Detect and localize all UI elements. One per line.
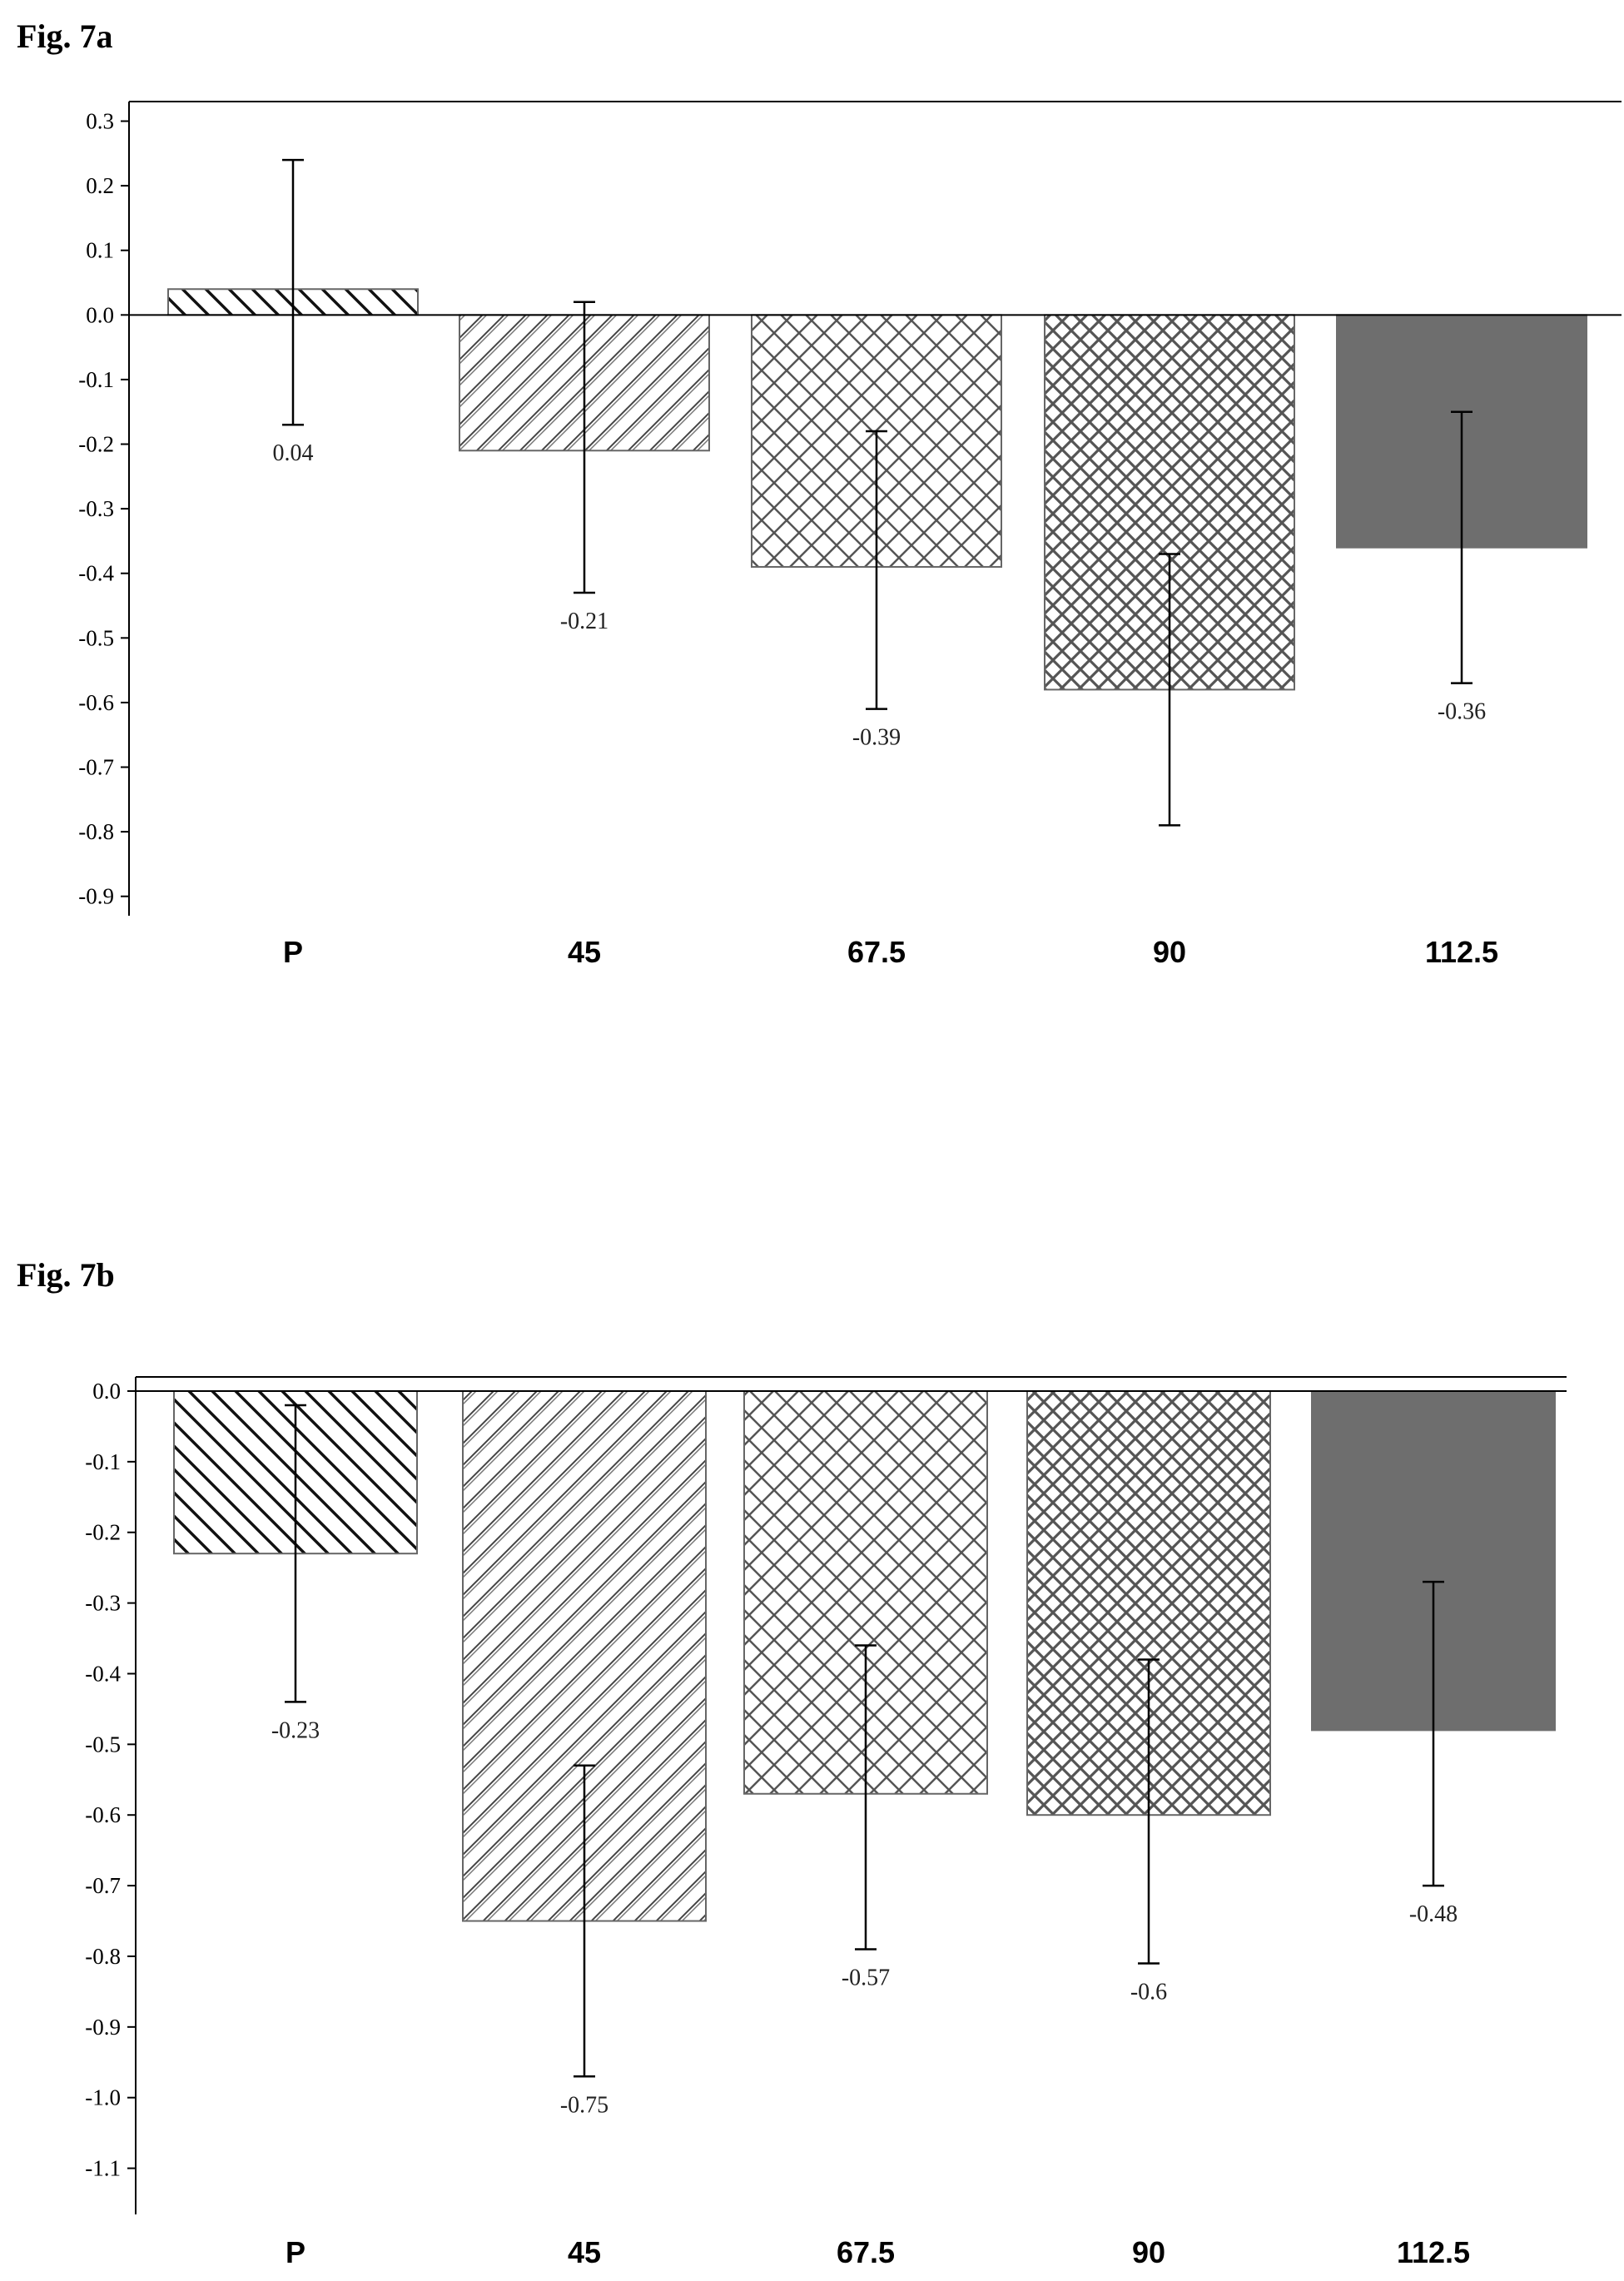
y-tick-label: -0.7 <box>78 755 114 780</box>
data-label: -0.6 <box>1130 1979 1167 2005</box>
x-tick-label: 112.5 <box>1425 935 1498 969</box>
y-tick-label: -0.4 <box>78 561 114 586</box>
y-tick-label: -1.1 <box>85 2156 121 2181</box>
y-tick-label: 0.2 <box>86 173 114 198</box>
figure-7b-label: Fig. 7b <box>17 1256 115 1294</box>
y-tick-label: -0.3 <box>85 1591 121 1616</box>
data-label: -0.57 <box>842 1965 890 1990</box>
data-label: 0.04 <box>273 440 314 466</box>
bar-chart-7b: 0.0 -0.1 -0.2 -0.3 -0.4 -0.5 -0.6 -0.7 -0.8 -0.9 -… <box>85 1376 1567 2269</box>
y-tick-label: -0.1 <box>78 367 114 392</box>
x-tick-label: 90 <box>1132 2235 1165 2269</box>
y-tick-label: -0.5 <box>78 625 114 650</box>
x-tick-label: 112.5 <box>1397 2235 1470 2269</box>
x-tick-label: 67.5 <box>847 935 906 969</box>
y-tick-label: -0.9 <box>85 2015 121 2040</box>
y-tick-label: -0.8 <box>78 819 114 844</box>
y-tick-label: -0.9 <box>78 884 114 909</box>
data-label: -0.48 <box>1409 1901 1458 1927</box>
data-label: -0.21 <box>560 609 608 634</box>
y-tick-label: -1.0 <box>85 2085 121 2110</box>
x-tick-label: 67.5 <box>837 2235 895 2269</box>
data-label: -0.23 <box>271 1717 320 1743</box>
y-tick-label: 0.0 <box>86 302 114 327</box>
x-tick-label: P <box>286 2235 305 2269</box>
figure-7a-label: Fig. 7a <box>17 17 113 55</box>
data-label: -0.39 <box>852 725 901 751</box>
y-tick-label: -0.5 <box>85 1732 121 1757</box>
y-tick-label: -0.7 <box>85 1873 121 1898</box>
y-tick-label: 0.1 <box>86 238 114 263</box>
y-tick-label: -0.2 <box>78 432 114 457</box>
y-tick-label: -0.2 <box>85 1520 121 1545</box>
y-tick-label: -0.3 <box>78 496 114 521</box>
bar-chart-7a: 0.3 0.2 0.1 0.0 -0.1 -0.2 -0.3 -0.4 -0.5 -0.6 -0.7… <box>78 101 1622 969</box>
data-label: -0.75 <box>560 2092 608 2118</box>
y-tick-label: -0.6 <box>85 1802 121 1827</box>
x-tick-label: 45 <box>568 935 601 969</box>
y-tick-label: 0.3 <box>86 109 114 134</box>
x-tick-label: P <box>283 935 303 969</box>
y-tick-label: -0.8 <box>85 1944 121 1969</box>
x-tick-label: 90 <box>1153 935 1186 969</box>
x-tick-label: 45 <box>568 2235 601 2269</box>
data-label: -0.36 <box>1438 699 1486 725</box>
y-tick-label: -0.4 <box>85 1661 121 1686</box>
y-tick-label: -0.6 <box>78 690 114 715</box>
y-tick-label: 0.0 <box>92 1379 121 1404</box>
y-tick-label: -0.1 <box>85 1449 121 1474</box>
